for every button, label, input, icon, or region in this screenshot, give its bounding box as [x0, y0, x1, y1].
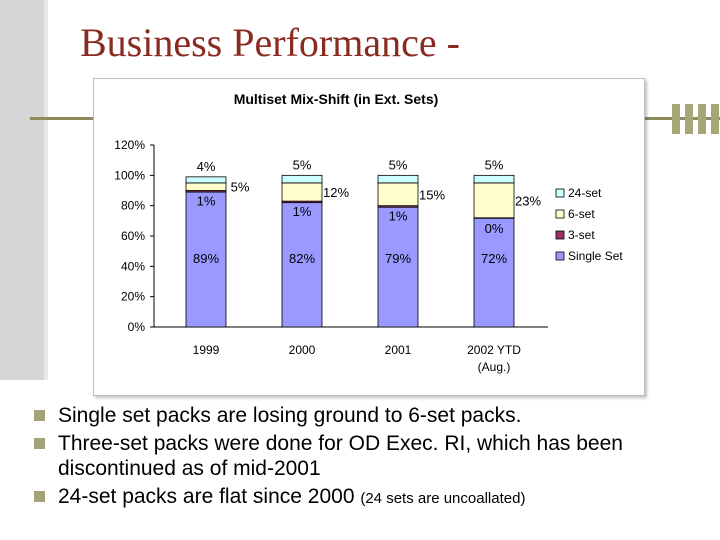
y-tick-label: 20% — [121, 290, 145, 304]
bullet-square-icon — [34, 438, 45, 449]
rule-tick-1 — [672, 104, 680, 134]
bullet-item: Three-set packs were done for OD Exec. R… — [32, 431, 712, 481]
legend-swatch-single-set — [555, 251, 565, 261]
y-tick-label: 60% — [121, 229, 145, 243]
bullet-text: Three-set packs were done for OD Exec. R… — [58, 432, 623, 480]
bullet-note: (24 sets are uncoallated) — [360, 490, 526, 507]
legend-swatch-3-set — [555, 230, 565, 240]
bar-segment-single-set — [473, 217, 515, 328]
x-category-label: 2002 YTD — [467, 343, 521, 357]
y-tick-label: 120% — [114, 138, 145, 152]
rule-tick-4 — [711, 104, 719, 134]
rule-tick-3 — [698, 104, 706, 134]
data-label-24-set: 4% — [197, 159, 216, 174]
chart-svg: Multiset Mix-Shift (in Ext. Sets) 0% 20% 40… — [114, 91, 639, 374]
bar-segment-single-set — [185, 191, 227, 328]
legend-label: 6-set — [568, 207, 595, 221]
chart-title: Multiset Mix-Shift (in Ext. Sets) — [234, 91, 439, 107]
bullet-text: 24-set packs are flat since 2000 — [58, 485, 361, 508]
data-label-6-set: 12% — [323, 185, 349, 200]
data-label-single-set: 89% — [193, 251, 219, 266]
data-label-3-set: 1% — [197, 194, 216, 209]
bar-segment-6-set — [473, 182, 515, 219]
data-label-single-set: 82% — [289, 251, 315, 266]
bullet-text: Single set packs are losing ground to 6-… — [58, 404, 522, 427]
bar-segment-24-set — [473, 174, 515, 184]
bar-segment-24-set — [185, 176, 227, 184]
bullet-list: Single set packs are losing ground to 6-… — [32, 403, 712, 514]
rule-tick-2 — [685, 104, 693, 134]
y-tick-label: 0% — [128, 320, 146, 334]
data-label-3-set: 1% — [293, 204, 312, 219]
data-label-24-set: 5% — [485, 157, 504, 172]
bar-segment-6-set — [377, 182, 419, 207]
legend-swatch-24-set — [555, 188, 565, 198]
left-decor-bar — [0, 0, 48, 380]
bar-segment-single-set — [377, 206, 419, 328]
bar-segment-6-set — [185, 182, 227, 191]
data-label-6-set: 23% — [515, 193, 541, 208]
chart-container: Multiset Mix-Shift (in Ext. Sets) 0% 20% 40… — [93, 78, 645, 396]
y-tick-label: 100% — [114, 168, 145, 182]
bar-segment-24-set — [281, 174, 323, 184]
legend-swatch-6-set — [555, 209, 565, 219]
legend-label: Single Set — [568, 249, 623, 263]
data-label-single-set: 72% — [481, 251, 507, 266]
slide-title: Business Performance - — [80, 20, 460, 65]
x-category-label: (Aug.) — [478, 360, 511, 374]
bar-segment-24-set — [377, 174, 419, 184]
data-label-24-set: 5% — [389, 157, 408, 172]
x-category-label: 2000 — [289, 343, 316, 357]
y-tick-label: 80% — [121, 199, 145, 213]
data-label-24-set: 5% — [293, 157, 312, 172]
legend-box — [551, 183, 639, 275]
x-category-label: 2001 — [385, 343, 412, 357]
legend-label: 24-set — [568, 186, 602, 200]
y-tick-label: 40% — [121, 259, 145, 273]
bullet-item: 24-set packs are flat since 2000 (24 set… — [32, 484, 712, 511]
bullet-square-icon — [34, 491, 45, 502]
left-decor-edge — [44, 0, 48, 380]
x-category-label: 1999 — [193, 343, 220, 357]
data-label-3-set: 0% — [485, 221, 504, 236]
data-label-6-set: 5% — [231, 180, 250, 195]
legend-label: 3-set — [568, 228, 595, 242]
data-label-3-set: 1% — [389, 209, 408, 224]
data-label-6-set: 15% — [419, 187, 445, 202]
bullet-square-icon — [34, 410, 45, 421]
bar-segment-6-set — [281, 182, 323, 202]
bar-segment-single-set — [281, 202, 323, 328]
data-label-single-set: 79% — [385, 251, 411, 266]
bullet-item: Single set packs are losing ground to 6-… — [32, 403, 712, 428]
